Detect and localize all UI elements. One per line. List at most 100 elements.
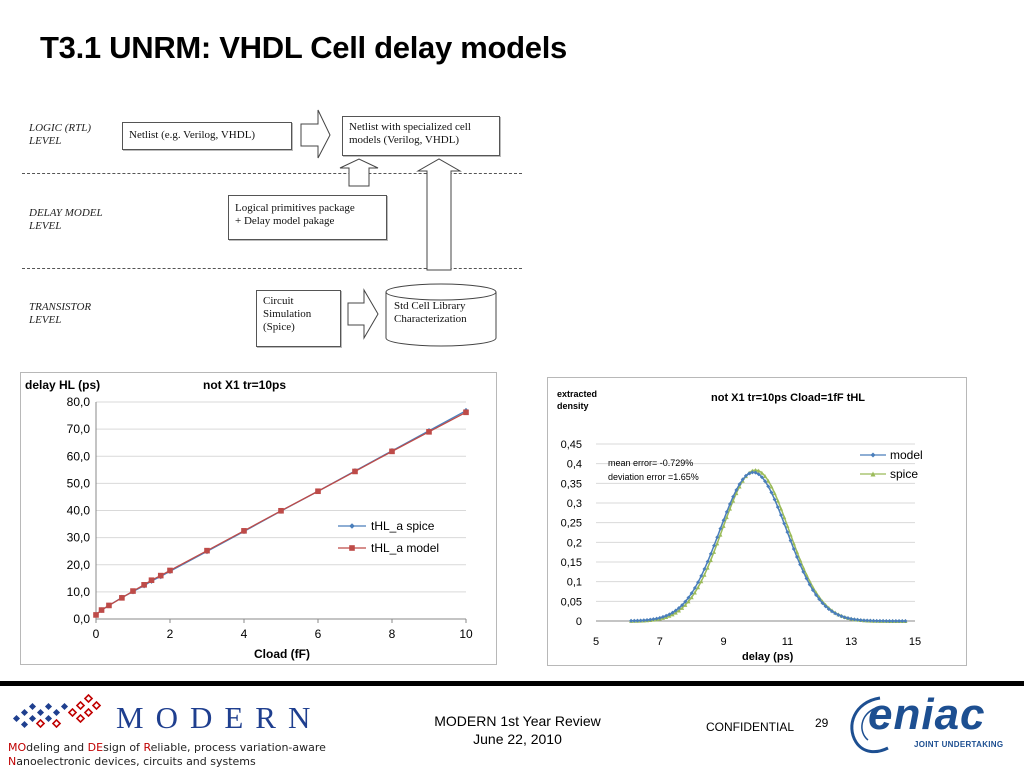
x-axis-title: delay (ps) bbox=[742, 651, 794, 663]
level-label-delay-model: DELAY MODEL LEVEL bbox=[29, 207, 103, 232]
diagram-arrows bbox=[300, 109, 497, 347]
modern-tagline: MOdeling and DEsign of Reliable, process… bbox=[8, 741, 326, 769]
tagline-line-1: MOdeling and DEsign of Reliable, process… bbox=[8, 741, 326, 755]
data-point bbox=[689, 591, 694, 596]
data-point bbox=[759, 470, 764, 475]
data-point bbox=[718, 526, 723, 531]
footer-divider bbox=[0, 681, 1024, 686]
data-point bbox=[712, 543, 717, 548]
data-point bbox=[820, 601, 825, 606]
data-point bbox=[696, 580, 701, 585]
data-point bbox=[692, 590, 697, 595]
data-point bbox=[727, 501, 732, 506]
data-point bbox=[635, 618, 640, 623]
data-point bbox=[801, 569, 806, 574]
data-point bbox=[673, 610, 678, 615]
eniac-tagline: JOINT UNDERTAKING bbox=[914, 740, 1004, 749]
data-point bbox=[638, 618, 643, 623]
data-point bbox=[785, 530, 790, 535]
up-arrow-icon bbox=[339, 158, 379, 187]
x-tick-label: 0 bbox=[93, 627, 100, 641]
netlist-box: Netlist (e.g. Verilog, VHDL) bbox=[122, 122, 292, 150]
data-point bbox=[753, 467, 758, 472]
data-point bbox=[632, 618, 637, 623]
error-annotation: deviation error =1.65% bbox=[608, 472, 699, 482]
data-point bbox=[204, 547, 210, 554]
y-axis-title: extracted bbox=[557, 389, 597, 399]
data-point bbox=[670, 610, 675, 615]
data-point bbox=[839, 614, 844, 619]
review-date: June 22, 2010 bbox=[473, 731, 562, 747]
data-point bbox=[782, 515, 787, 520]
data-point bbox=[766, 478, 771, 483]
x-tick-label: 7 bbox=[657, 636, 663, 648]
data-point bbox=[756, 468, 761, 473]
data-point bbox=[676, 606, 681, 611]
data-point bbox=[241, 528, 247, 534]
data-point bbox=[667, 612, 672, 617]
slide-title: T3.1 UNRM: VHDL Cell delay models bbox=[40, 30, 567, 65]
data-point bbox=[871, 618, 876, 623]
data-point bbox=[645, 617, 650, 622]
up-arrow-icon bbox=[416, 158, 462, 271]
level-label-logic: LOGIC (RTL) LEVEL bbox=[29, 122, 92, 147]
data-point bbox=[426, 429, 432, 435]
data-point bbox=[676, 608, 681, 613]
data-point bbox=[740, 477, 745, 482]
data-point bbox=[897, 618, 902, 623]
data-point bbox=[157, 572, 164, 579]
data-point bbox=[849, 616, 854, 621]
std-cell-label: Std Cell Library Characterization bbox=[394, 300, 467, 325]
review-info: MODERN 1st Year Review June 22, 2010 bbox=[400, 712, 635, 748]
data-point bbox=[278, 507, 284, 514]
tagline-text: N bbox=[8, 755, 17, 768]
data-point bbox=[93, 612, 99, 618]
data-point bbox=[141, 582, 147, 588]
data-point bbox=[705, 559, 710, 564]
legend-label: tHL_a spice bbox=[371, 519, 435, 533]
y-tick-label: 0,25 bbox=[561, 518, 582, 530]
y-tick-label: 0,0 bbox=[73, 612, 90, 626]
legend-marker bbox=[870, 452, 876, 458]
data-point bbox=[463, 409, 469, 416]
y-tick-label: 0,1 bbox=[567, 577, 582, 589]
data-point bbox=[893, 618, 898, 623]
data-point bbox=[814, 592, 819, 597]
x-tick-label: 6 bbox=[315, 627, 322, 641]
data-point bbox=[865, 618, 870, 623]
delay-vs-cload-chart: 0,0 10,0 20,0 30,0 40,0 50,0 60,0 70,0 80,0 0 2 4 6 8… bbox=[25, 378, 473, 661]
data-point bbox=[715, 541, 720, 546]
data-point bbox=[683, 599, 688, 604]
data-point bbox=[167, 567, 173, 574]
data-point bbox=[772, 491, 777, 496]
data-point bbox=[734, 487, 739, 492]
y-tick-label: 0,45 bbox=[561, 439, 582, 451]
tagline-text: anoelectronic devices, circuits and syst… bbox=[16, 755, 256, 768]
y-tick-label: 0,3 bbox=[567, 498, 582, 510]
tagline-text: MO bbox=[8, 741, 27, 754]
y-tick-label: 0,35 bbox=[561, 478, 582, 490]
data-point bbox=[660, 614, 665, 619]
data-point bbox=[708, 551, 713, 556]
page-number: 29 bbox=[815, 716, 829, 730]
y-tick-label: 80,0 bbox=[67, 395, 91, 409]
data-point bbox=[861, 618, 866, 623]
specialized-netlist-box: Netlist with specialized cell models (Ve… bbox=[342, 116, 500, 156]
data-point bbox=[352, 468, 358, 475]
x-axis-title: Cload (fF) bbox=[254, 647, 310, 661]
data-point bbox=[877, 618, 882, 623]
level-divider bbox=[22, 268, 522, 269]
tagline-text: DE bbox=[87, 741, 104, 754]
data-point bbox=[791, 546, 796, 551]
x-tick-label: 10 bbox=[459, 627, 473, 641]
chart-title: not X1 tr=10ps Cload=1fF tHL bbox=[711, 392, 865, 404]
data-point bbox=[842, 615, 847, 620]
data-point bbox=[788, 532, 793, 537]
y-axis-title: delay HL (ps) bbox=[25, 378, 100, 392]
circuit-simulation-box: Circuit Simulation (Spice) bbox=[256, 290, 341, 347]
data-point bbox=[759, 475, 764, 480]
data-point bbox=[680, 603, 685, 608]
std-cell-cylinder bbox=[385, 283, 497, 347]
data-point bbox=[731, 498, 736, 503]
data-point bbox=[868, 618, 873, 623]
